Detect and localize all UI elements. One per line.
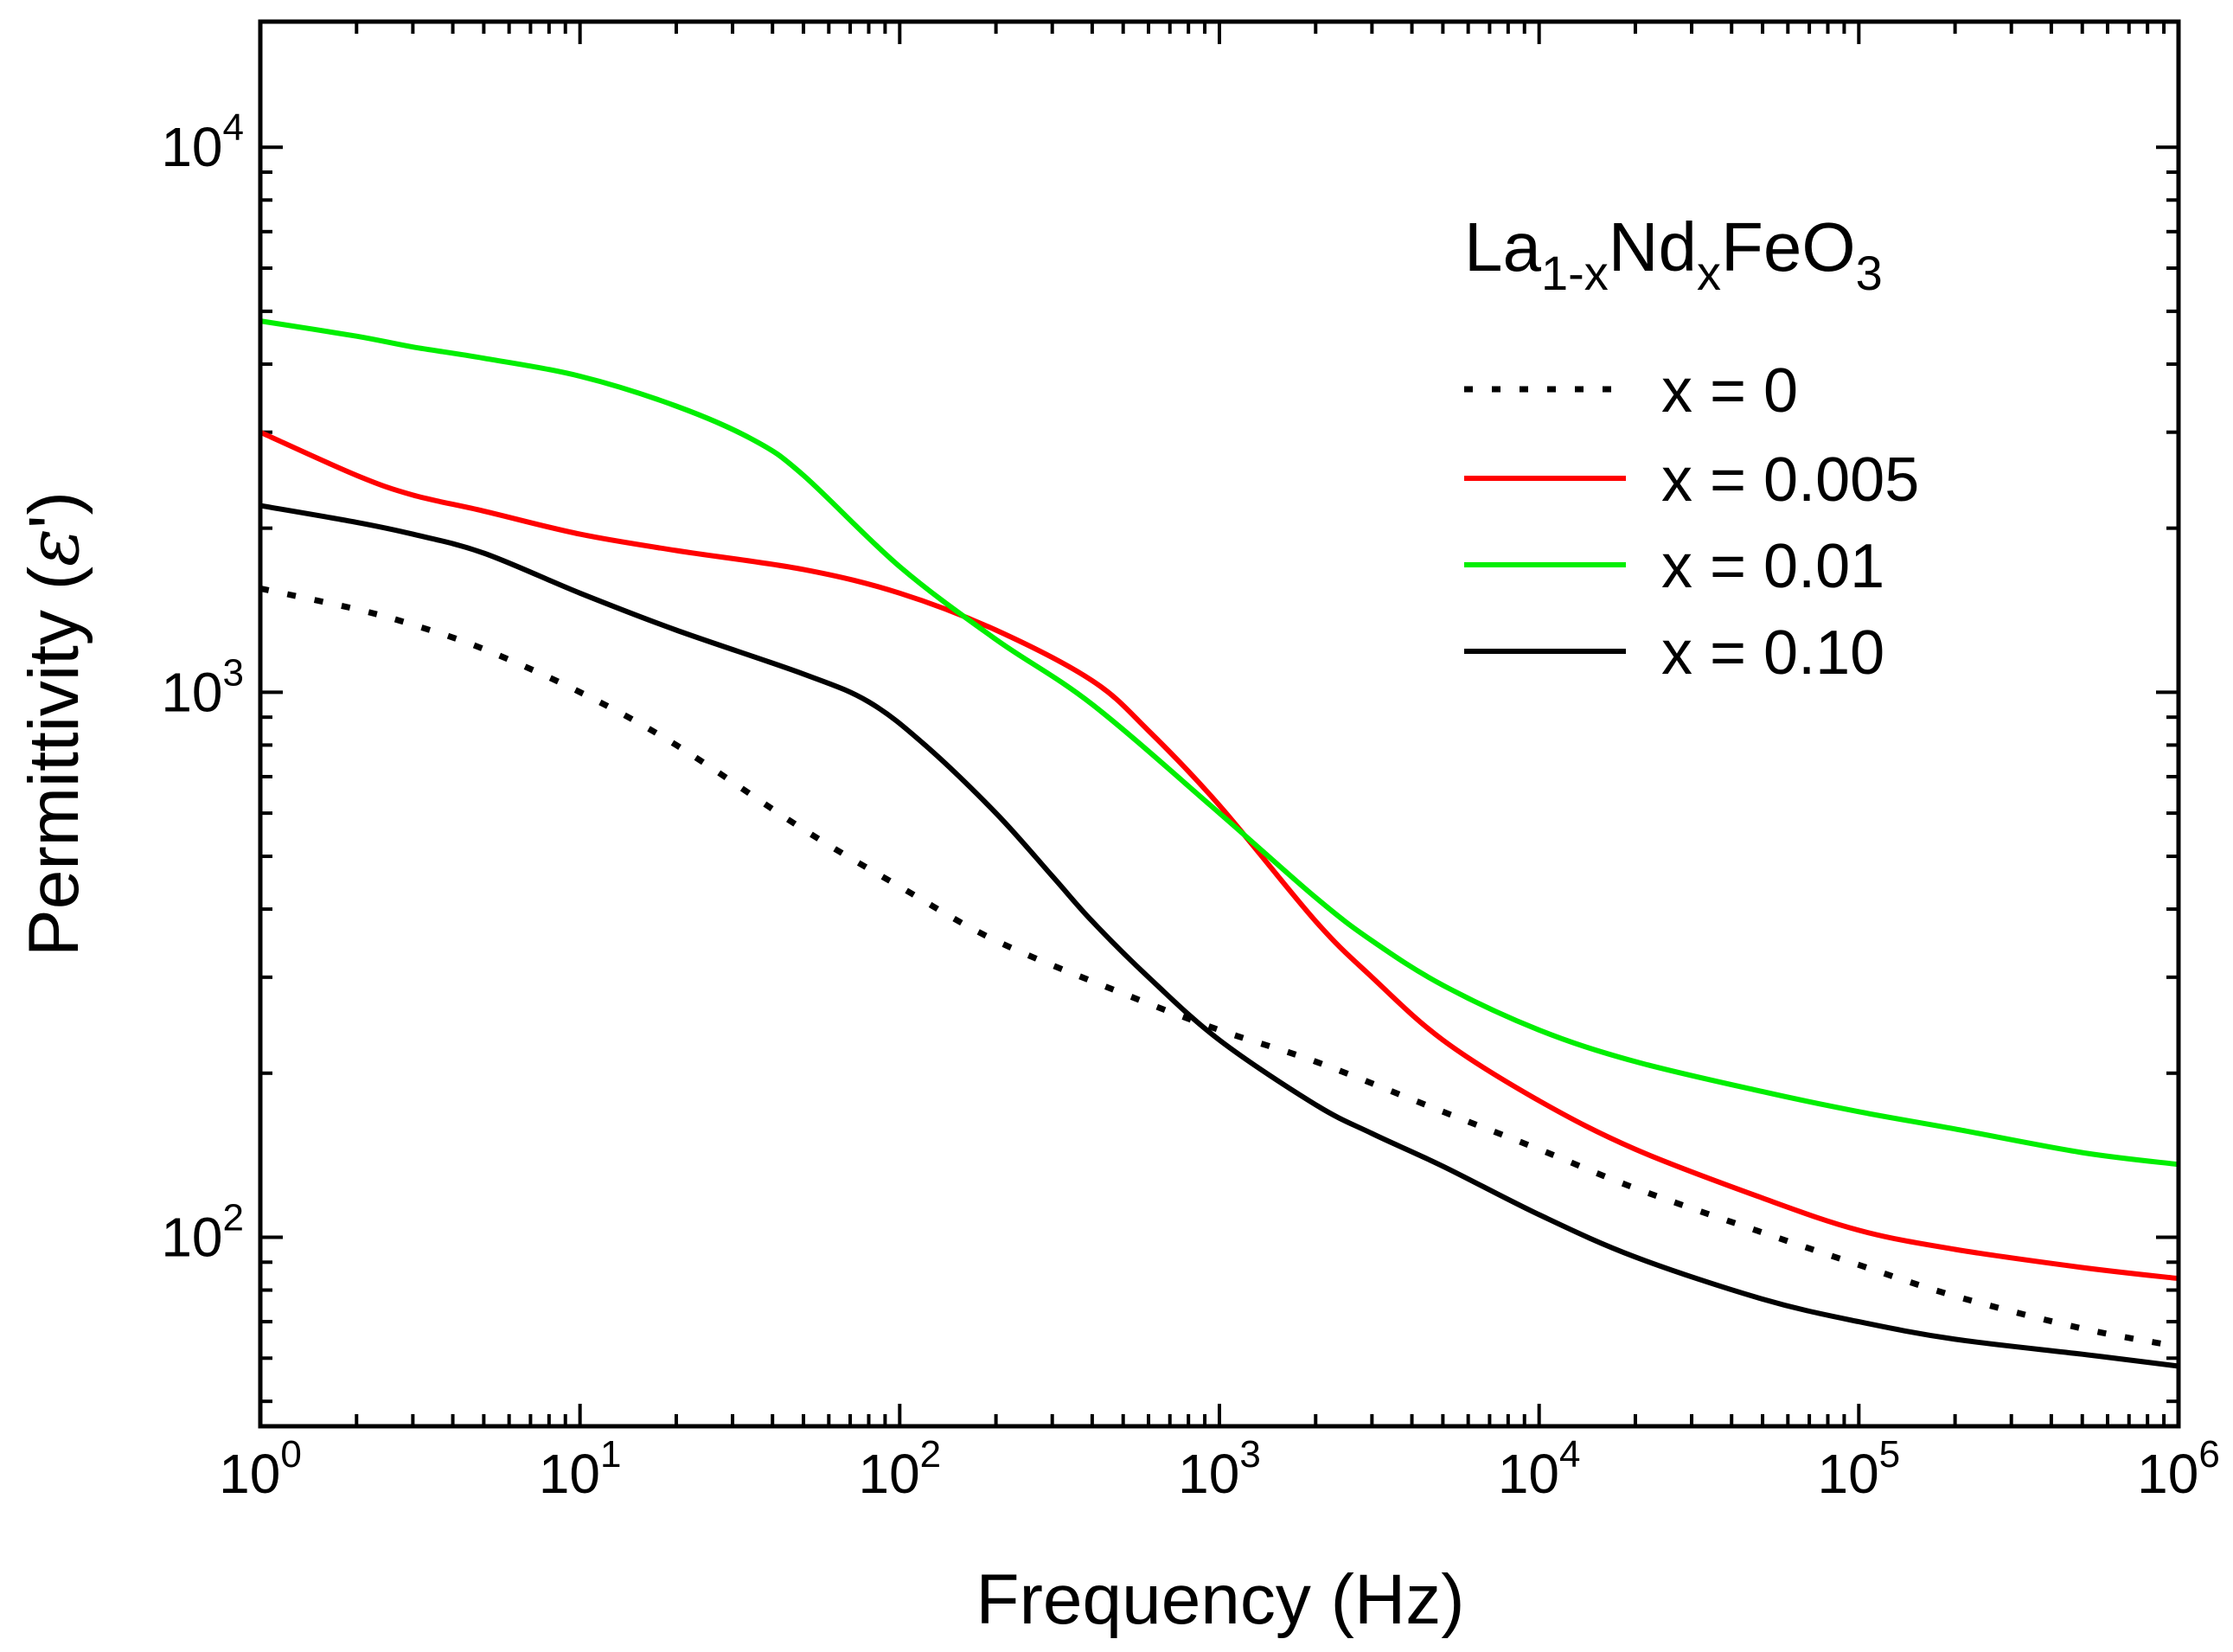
legend-title-sub-3: 3 [1856, 246, 1883, 300]
x-tick-exponent: 5 [1879, 1433, 1900, 1476]
series-line-x-0-01 [259, 318, 2179, 1168]
legend-label: x = 0 [1661, 356, 1798, 426]
y-tick-exponent: 3 [223, 651, 244, 694]
x-tick-label: 104 [1498, 1433, 1581, 1505]
legend-title-la: La [1464, 208, 1541, 285]
x-tick-base: 10 [858, 1443, 919, 1505]
y-tick-exponent: 2 [223, 1196, 244, 1239]
legend-label: x = 0.10 [1661, 618, 1884, 688]
axis-ticks [259, 22, 2180, 1426]
x-tick-base: 10 [539, 1443, 600, 1505]
legend-entries: x = 0 x = 0.005 x = 0.01 x = 0.10 [1464, 356, 1919, 688]
y-axis-label-close: ) [15, 491, 93, 515]
y-axis-label: Permittivity (ε') [13, 491, 95, 957]
x-tick-base: 10 [219, 1443, 280, 1505]
y-tick-base: 10 [161, 116, 222, 178]
legend-title: La1-xNdxFeO3 [1464, 208, 1883, 300]
x-tick-base: 10 [2137, 1443, 2198, 1505]
x-tick-exponent: 4 [1559, 1433, 1580, 1476]
x-tick-exponent: 3 [1239, 1433, 1260, 1476]
series-line-x-0-10 [259, 503, 2179, 1369]
x-tick-base: 10 [1178, 1443, 1239, 1505]
y-tick-label: 103 [161, 651, 244, 723]
plot-frame [258, 19, 2181, 1429]
legend-title-feo: FeO [1721, 208, 1856, 285]
y-tick-exponent: 4 [223, 106, 244, 149]
legend-title-sub-1x: 1-x [1541, 246, 1609, 300]
x-tick-exponent: 1 [600, 1433, 621, 1476]
epsilon-symbol: ε [13, 528, 95, 567]
x-tick-labels: 100 101 102 103 104 105 106 [219, 1433, 2220, 1505]
series-line-x-0 [259, 585, 2179, 1350]
x-tick-label: 106 [2137, 1433, 2220, 1505]
y-axis-label-text: Permittivity ( [15, 567, 93, 957]
x-tick-label: 105 [1817, 1433, 1900, 1505]
x-axis-label: Frequency (Hz) [976, 1560, 1464, 1639]
legend-title-sub-x: x [1697, 246, 1721, 300]
x-tick-label: 103 [1178, 1433, 1261, 1505]
x-tick-exponent: 6 [2198, 1433, 2219, 1476]
x-tick-exponent: 0 [280, 1433, 301, 1476]
y-tick-base: 10 [161, 661, 222, 723]
x-tick-label: 101 [539, 1433, 622, 1505]
y-tick-label: 102 [161, 1196, 244, 1268]
legend-label: x = 0.01 [1661, 532, 1884, 601]
x-tick-label: 102 [858, 1433, 941, 1505]
x-tick-base: 10 [1498, 1443, 1559, 1505]
x-tick-base: 10 [1817, 1443, 1878, 1505]
legend-title-nd: Nd [1609, 208, 1697, 285]
y-tick-label: 104 [161, 106, 244, 178]
prime-symbol: ' [15, 515, 93, 528]
series-line-x-0-005 [259, 429, 2179, 1282]
y-tick-base: 10 [161, 1206, 222, 1268]
x-tick-exponent: 2 [920, 1433, 941, 1476]
series-group [259, 318, 2179, 1369]
legend-label: x = 0.005 [1661, 445, 1919, 515]
x-tick-label: 100 [219, 1433, 302, 1505]
